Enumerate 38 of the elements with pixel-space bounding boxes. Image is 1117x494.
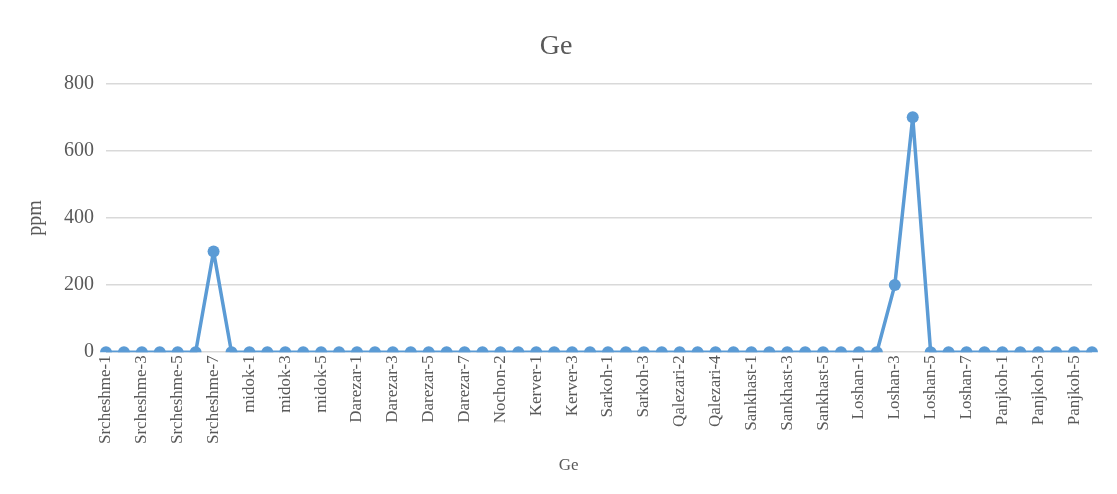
y-axis-title: ppm [23,199,47,236]
x-tick-label: Srcheshme-7 [203,354,223,445]
x-tick-label: Loshan-3 [884,355,904,420]
x-tick-label: Darezar-5 [418,355,438,423]
x-tick-label: Darezar-3 [382,355,402,423]
x-tick-label: Sarkoh-1 [597,355,617,418]
x-tick-label: Panjkoh-3 [1027,355,1047,426]
x-tick-label: Nochon-2 [489,355,509,424]
x-tick-label: Panjkoh-5 [1063,355,1083,426]
x-tick-label: Sankhast-5 [812,355,832,431]
x-tick-label: Loshan-1 [848,355,868,420]
x-tick-label: Darezar-7 [454,354,474,423]
x-tick-label: Loshan-5 [920,355,940,420]
x-tick-label: Kerver-3 [561,355,581,417]
y-tick-label: 0 [84,339,94,362]
y-tick-label: 600 [64,138,94,161]
x-tick-label: midok-5 [310,355,330,413]
chart-title: Ge [539,29,573,61]
y-tick-label: 200 [64,272,94,295]
x-tick-label: Darezar-1 [346,355,366,423]
x-tick-label: Srcheshme-1 [95,355,115,445]
y-tick-label: 800 [64,70,94,93]
x-tick-label: Qalezari-4 [705,354,724,427]
x-tick-label: Qalezari-2 [669,355,689,427]
point [207,245,220,258]
text: Ge [558,454,579,474]
x-tick-label: Srcheshme-5 [167,355,187,445]
x-tick-label: midok-1 [238,355,258,413]
x-tick-label: midok-3 [274,355,294,413]
x-tick-label: Srcheshme-3 [131,355,151,445]
x-tick-label: Panjkoh-1 [991,355,1011,426]
x-tick-label: Sarkoh-3 [633,355,653,418]
x-tick-label: Sankhast-3 [776,355,796,431]
y-tick-label: 400 [64,205,94,228]
x-tick-label: Loshan-7 [955,354,975,420]
x-tick-label: Sankhast-1 [740,355,760,431]
x-tick-label: Kerver-1 [525,355,545,417]
point [906,111,919,124]
